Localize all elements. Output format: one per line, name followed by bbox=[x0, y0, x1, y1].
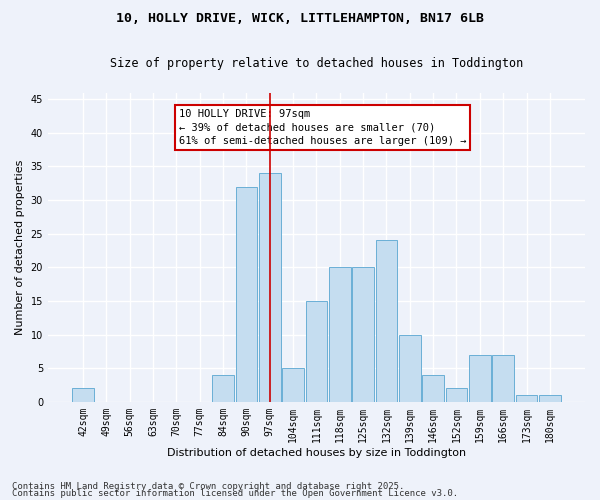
Bar bbox=[329, 268, 350, 402]
Bar bbox=[516, 395, 537, 402]
Y-axis label: Number of detached properties: Number of detached properties bbox=[15, 160, 25, 335]
Text: Contains HM Land Registry data © Crown copyright and database right 2025.: Contains HM Land Registry data © Crown c… bbox=[12, 482, 404, 491]
Bar bbox=[352, 268, 374, 402]
Title: Size of property relative to detached houses in Toddington: Size of property relative to detached ho… bbox=[110, 58, 523, 70]
Text: 10, HOLLY DRIVE, WICK, LITTLEHAMPTON, BN17 6LB: 10, HOLLY DRIVE, WICK, LITTLEHAMPTON, BN… bbox=[116, 12, 484, 26]
Bar bbox=[399, 334, 421, 402]
Bar bbox=[283, 368, 304, 402]
Bar bbox=[236, 186, 257, 402]
Bar bbox=[212, 375, 234, 402]
Bar bbox=[493, 355, 514, 402]
Bar bbox=[376, 240, 397, 402]
Text: 10 HOLLY DRIVE: 97sqm
← 39% of detached houses are smaller (70)
61% of semi-deta: 10 HOLLY DRIVE: 97sqm ← 39% of detached … bbox=[179, 110, 466, 146]
Bar bbox=[259, 173, 281, 402]
Text: Contains public sector information licensed under the Open Government Licence v3: Contains public sector information licen… bbox=[12, 490, 458, 498]
Bar bbox=[469, 355, 491, 402]
X-axis label: Distribution of detached houses by size in Toddington: Distribution of detached houses by size … bbox=[167, 448, 466, 458]
Bar bbox=[306, 301, 327, 402]
Bar bbox=[73, 388, 94, 402]
Bar bbox=[422, 375, 444, 402]
Bar bbox=[539, 395, 560, 402]
Bar bbox=[446, 388, 467, 402]
